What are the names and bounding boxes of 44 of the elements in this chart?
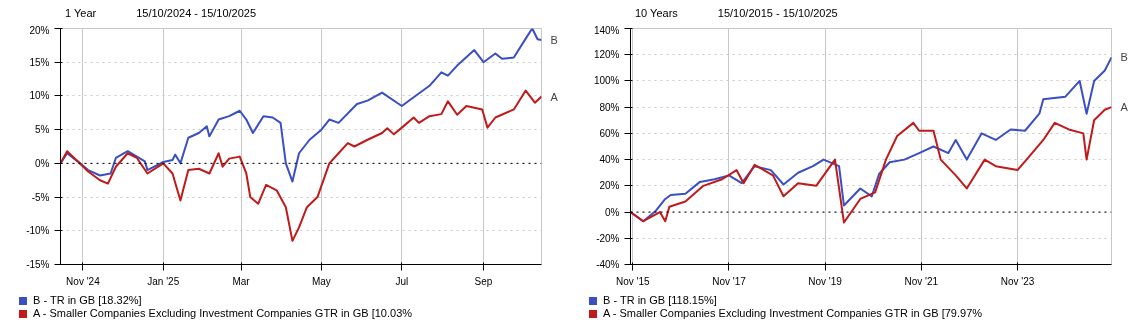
x-tick-label: Nov '17 [712, 275, 747, 287]
y-tick-label: 120% [593, 49, 620, 61]
x-tick-label: Sep [474, 275, 493, 287]
x-tick-label: Nov '23 [1000, 275, 1035, 287]
line-series [60, 28, 542, 183]
y-tick-label: 140% [593, 24, 620, 36]
chart-subtitle: 15/10/2024 - 15/10/2025 [136, 6, 257, 21]
chart-title: 10 Years [635, 6, 678, 21]
legend-label: A - Smaller Companies Excluding Investment Companies GTR in GB [79.97% [603, 306, 983, 321]
y-tick-label: -20% [596, 232, 620, 244]
y-tick-label: 15% [29, 56, 50, 68]
chart-title: 1 Year [65, 6, 97, 21]
y-tick-label: 80% [599, 101, 620, 113]
legend-label: B - TR in GB [118.15%] [603, 292, 717, 308]
chart-subtitle: 15/10/2015 - 15/10/2025 [717, 6, 838, 21]
annotation: A [1120, 101, 1129, 114]
y-tick-label: -40% [596, 259, 620, 270]
y-tick-label: -10% [26, 225, 50, 237]
y-tick-label: 60% [599, 127, 620, 139]
x-tick-label: Nov '21 [904, 275, 939, 287]
x-tick-label: Nov '15 [615, 275, 650, 287]
y-tick-label: 10% [29, 90, 50, 102]
x-tick-label: Mar [232, 275, 251, 287]
x-tick-label: Nov '24 [66, 275, 101, 287]
legend-label: A - Smaller Companies Excluding Investment Companies GTR in GB [10.03% [33, 306, 413, 321]
y-tick-label: 100% [593, 75, 620, 87]
x-tick-label: Nov '19 [808, 275, 843, 287]
y-tick-label: 20% [29, 24, 50, 36]
legend-label: B - TR in GB [18.32%] [33, 292, 142, 308]
y-tick-label: 40% [599, 154, 620, 166]
annotation: A [550, 90, 559, 103]
y-tick-label: -5% [31, 191, 50, 203]
line-series [630, 106, 1112, 224]
line-series [60, 89, 542, 242]
x-tick-label: Jan '25 [147, 275, 180, 287]
y-tick-label: 20% [599, 180, 620, 192]
y-tick-label: 0% [605, 206, 620, 218]
annotation: B [550, 33, 558, 46]
y-tick-label: -15% [26, 259, 50, 270]
y-tick-label: 5% [35, 124, 50, 136]
y-tick-label: 0% [35, 157, 50, 169]
annotation: B [1120, 51, 1128, 64]
x-tick-label: May [311, 275, 331, 287]
x-tick-label: Jul [395, 275, 409, 287]
